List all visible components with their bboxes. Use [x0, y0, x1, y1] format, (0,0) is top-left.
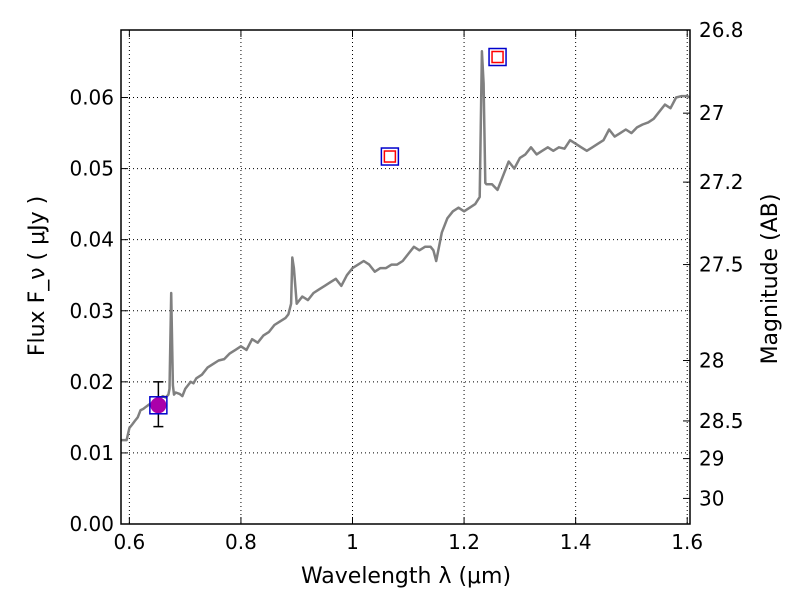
plot-area [121, 47, 690, 442]
y-tick-label: 0.02 [69, 370, 114, 394]
right-tick-label: 29 [699, 447, 724, 471]
model-flux-square [488, 47, 507, 67]
right-tick-label: 27 [699, 101, 724, 125]
x-tick-label: 1.6 [671, 530, 703, 554]
right-tick-label: 28.5 [699, 409, 744, 433]
y-tick-label: 0.03 [69, 299, 114, 323]
grid-lines [121, 30, 690, 524]
spectrum-line [121, 50, 690, 442]
x-tick-label: 0.8 [225, 530, 257, 554]
y-axis-label: Flux F_ν ( μJy ) [25, 196, 50, 356]
x-tick-label: 0.6 [113, 530, 145, 554]
model-flux-square [491, 50, 504, 64]
x-tick-label: 1 [346, 530, 359, 554]
y-tick-label: 0.04 [69, 228, 114, 252]
right-axis-label: Magnitude (AB) [758, 194, 783, 365]
x-axis-label: Wavelength λ (μm) [301, 564, 511, 589]
y-tick-label: 0.05 [69, 157, 114, 181]
right-tick-label: 30 [699, 486, 724, 510]
right-tick-label: 28 [699, 349, 724, 373]
y-tick-label: 0.01 [69, 441, 114, 465]
photometry-point [150, 397, 167, 414]
y-tick-label: 0.06 [69, 86, 114, 110]
axis-ticks: 0.6 0.8 1 1.2 1.4 1.6 0.00 0.01 0.02 0.03 0.04 0.05… [69, 18, 743, 554]
x-tick-label: 1.4 [560, 530, 592, 554]
y-tick-label: 0.00 [69, 512, 114, 536]
right-tick-label: 27.5 [699, 253, 744, 277]
model-flux-square [380, 147, 400, 166]
data-group [121, 50, 690, 442]
plot-frame [120, 29, 691, 525]
model-flux-square [149, 396, 168, 415]
x-tick-label: 1.2 [448, 530, 480, 554]
right-tick-label: 26.8 [699, 18, 744, 42]
model-flux-square [383, 150, 397, 163]
right-tick-label: 27.2 [699, 170, 744, 194]
